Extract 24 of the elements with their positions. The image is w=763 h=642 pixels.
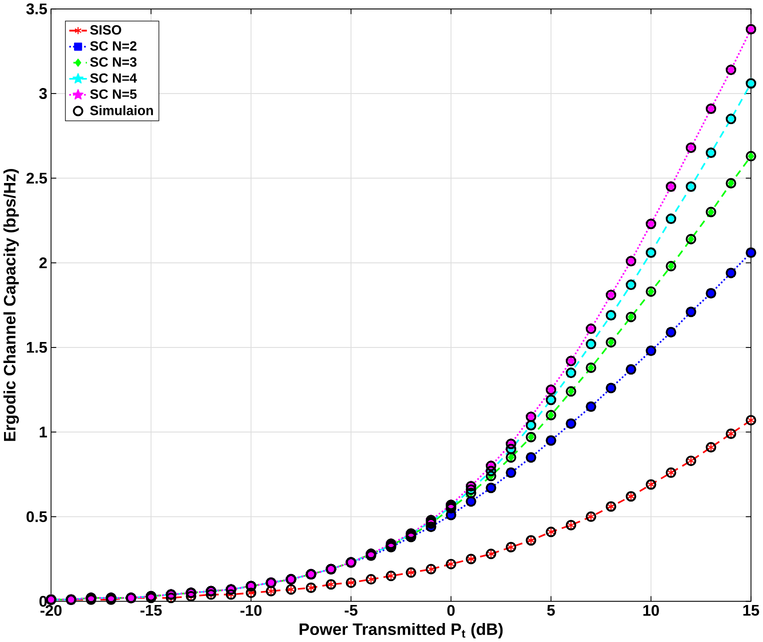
x-tick-label: 0 [447,605,455,616]
legend-label: SC N=5 [90,89,137,99]
x-tick-label: -20 [40,605,62,616]
x-tick-label: -5 [344,605,358,616]
legend-label: SC N=4 [90,73,137,83]
x-tick-label: 10 [643,605,659,616]
y-tick-label: 1 [40,426,47,438]
y-tick-label: 2 [39,258,47,268]
x-tick-label: -15 [140,605,162,616]
y-tick-label: 0 [39,596,47,607]
y-tick-label: 1.5 [26,342,47,353]
y-tick-label: 3.5 [26,4,47,15]
y-axis-title: Ergodic Channel Capacity (bps/Hz) [3,169,19,442]
x-tick-label: -10 [240,605,262,616]
y-tick-label: 0.5 [26,511,47,522]
y-tick-label: 3 [39,88,47,100]
legend-label: SC N=3 [90,57,137,67]
legend-label: Simulaion [90,106,153,116]
legend-label: SISO [90,25,122,35]
y-tick-label: 2.5 [26,172,47,184]
x-tick-label: 15 [743,605,760,616]
x-tick-label: 5 [547,605,555,616]
x-axis-title: Power Transmitted P$_{t}$ (dB) [300,623,503,638]
legend-label: SC N=2 [90,41,136,51]
